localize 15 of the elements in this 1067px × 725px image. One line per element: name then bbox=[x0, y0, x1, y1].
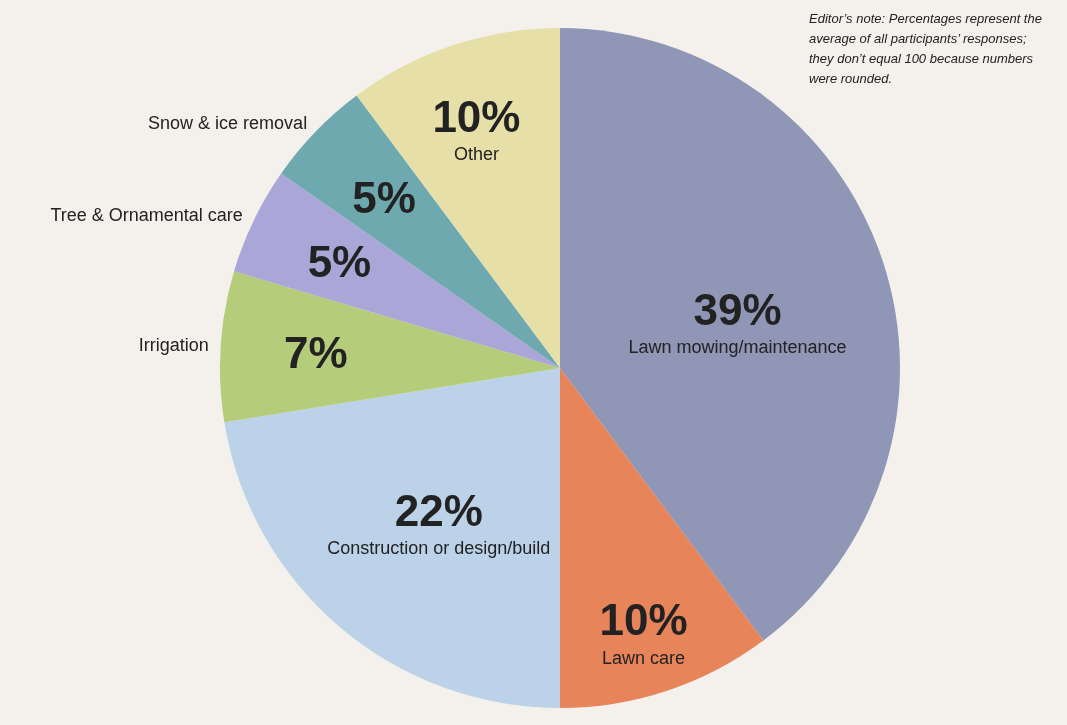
text: Editor’s note: Percentages represent the average of all participants’ responses; they don’t equal 100 because numbers were rounded. bbox=[809, 10, 1046, 86]
slice-label: Construction or design/build bbox=[327, 538, 551, 559]
data-label: 7% bbox=[283, 327, 348, 377]
slice-label: Irrigation bbox=[138, 335, 209, 356]
data-label: 5% bbox=[352, 173, 416, 223]
data-label: 22% bbox=[394, 485, 483, 535]
slice-label: Other bbox=[453, 144, 499, 165]
data-label: 10% bbox=[432, 91, 521, 141]
data-label: 10% bbox=[599, 595, 688, 645]
data-label: 5% bbox=[307, 237, 372, 287]
slice-label: Snow & ice removal bbox=[148, 113, 308, 134]
slice-label: Lawn care bbox=[602, 647, 686, 668]
slice-label: Lawn mowing/maintenance bbox=[628, 337, 847, 358]
slice-label: Tree & Ornamental care bbox=[50, 205, 243, 226]
data-label: 39% bbox=[693, 284, 782, 334]
